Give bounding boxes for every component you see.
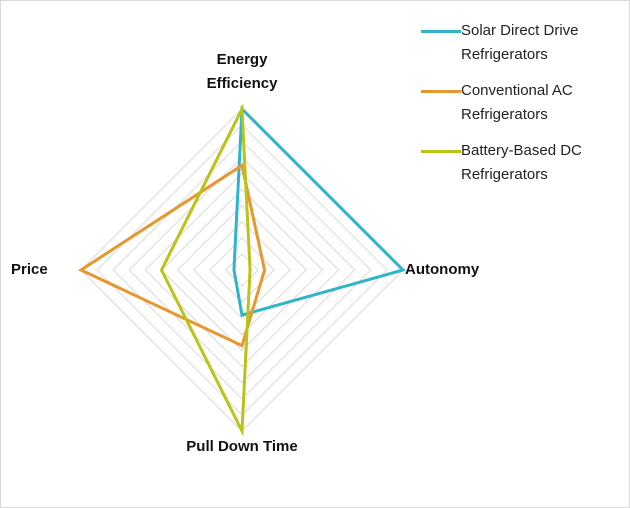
axis-label: Price <box>11 261 48 278</box>
grid-ring <box>112 140 372 400</box>
axis-label: Autonomy <box>405 261 480 278</box>
legend-label: Conventional AC Refrigerators <box>461 82 573 123</box>
legend-label: Battery-Based DC Refrigerators <box>461 142 582 183</box>
legend-item: Conventional AC Refrigerators <box>421 79 621 127</box>
legend-item: Battery-Based DC Refrigerators <box>421 139 621 187</box>
grid-ring <box>144 172 340 368</box>
legend-swatch <box>421 90 461 93</box>
legend-swatch <box>421 150 461 153</box>
grid-ring <box>176 204 308 336</box>
series-line <box>77 162 267 348</box>
grid-ring <box>225 253 259 287</box>
legend-label: Solar Direct Drive Refrigerators <box>461 22 579 63</box>
axis-label: Energy Efficiency <box>206 51 278 92</box>
legend-swatch <box>421 30 461 33</box>
series-line <box>159 103 252 437</box>
grid-ring <box>160 188 324 352</box>
legend-item: Solar Direct Drive Refrigerators <box>421 19 621 67</box>
grid-ring <box>128 156 356 384</box>
grid-ring <box>192 220 292 320</box>
axis-label: Pull Down Time <box>186 438 298 455</box>
series-line <box>232 105 406 317</box>
